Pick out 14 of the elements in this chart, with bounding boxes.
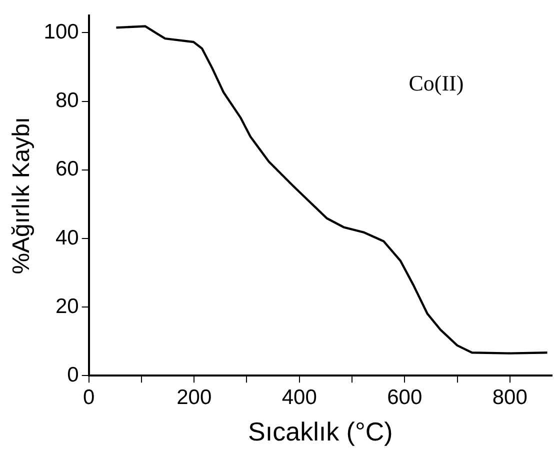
x-tick-label: 800 bbox=[492, 386, 528, 409]
y-tick-label: 60 bbox=[55, 158, 79, 181]
y-tick-label: 100 bbox=[44, 20, 79, 44]
x-axis-title: Sıcaklık (°C) bbox=[248, 416, 393, 447]
y-tick-label: 40 bbox=[55, 226, 79, 250]
y-tick-label: 80 bbox=[55, 89, 79, 112]
y-tick-label: 20 bbox=[55, 294, 79, 318]
y-tick-label: 0 bbox=[67, 363, 79, 386]
x-tick-label: 400 bbox=[282, 386, 317, 409]
y-axis-title: %Ağırlık Kaybı bbox=[8, 116, 36, 274]
annotation: Co(II) bbox=[408, 70, 464, 96]
x-tick-label: 200 bbox=[176, 386, 212, 409]
x-tick-label: 600 bbox=[387, 386, 422, 409]
x-tick-label: 0 bbox=[82, 386, 95, 409]
